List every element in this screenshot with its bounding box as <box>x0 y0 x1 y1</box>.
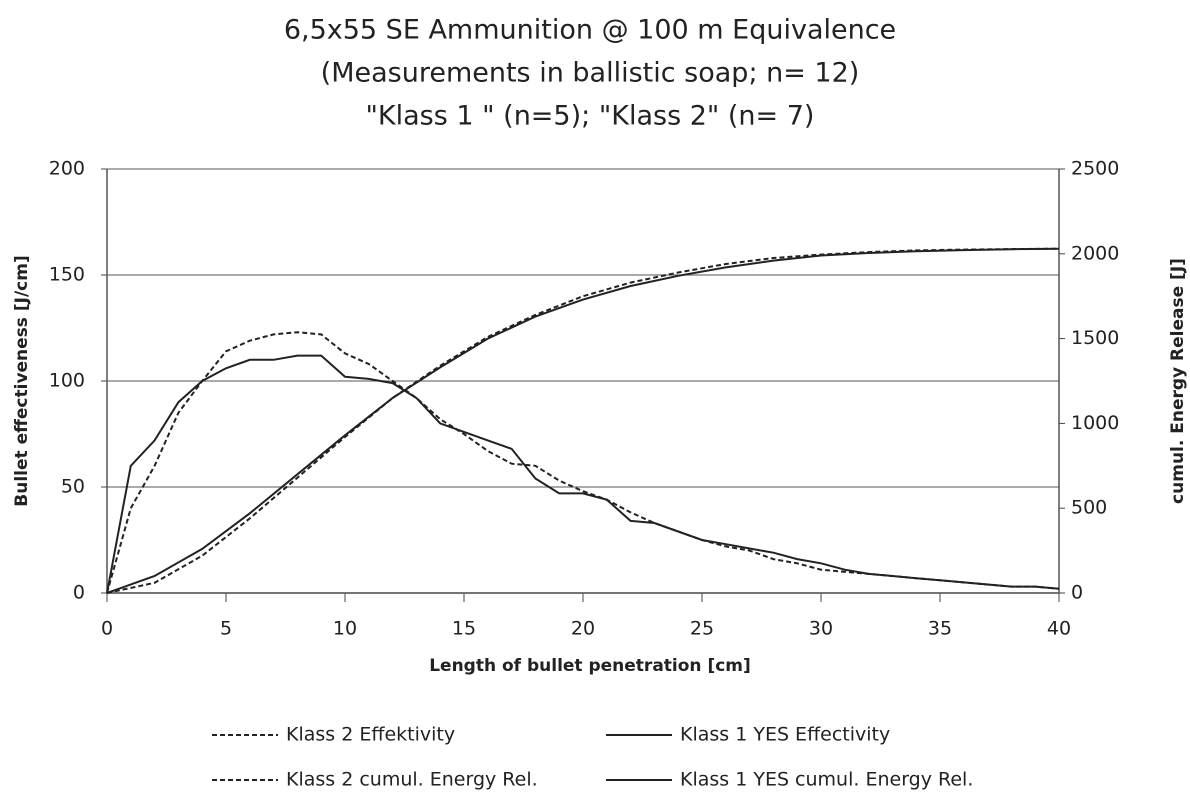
y2-tick-label: 1000 <box>1071 412 1119 434</box>
y2-tick-label: 2000 <box>1071 242 1119 264</box>
y-tick-label: 50 <box>61 476 85 498</box>
x-tick-label: 40 <box>1047 618 1071 640</box>
x-tick-label: 20 <box>571 618 595 640</box>
legend-label: Klass 2 cumul. Energy Rel. <box>286 769 538 791</box>
x-axis-label: Length of bullet penetration [cm] <box>429 656 751 676</box>
x-tick-label: 10 <box>333 618 357 640</box>
series-line <box>106 247 1060 594</box>
chart-title: (Measurements in ballistic soap; n= 12) <box>321 58 860 89</box>
series-line <box>106 331 1060 594</box>
y2-tick-label: 1500 <box>1071 327 1119 349</box>
x-tick-label: 35 <box>928 618 952 640</box>
chart-title: 6,5x55 SE Ammunition @ 100 m Equivalence <box>284 15 896 46</box>
y-axis-label: Bullet effectiveness [J/cm] <box>12 255 32 506</box>
y2-tick-label: 0 <box>1071 582 1083 604</box>
series-line <box>106 354 1060 594</box>
x-tick-label: 0 <box>101 618 113 640</box>
chart-title: "Klass 1 " (n=5); "Klass 2" (n= 7) <box>366 101 815 132</box>
legend-label: Klass 2 Effektivity <box>286 724 455 746</box>
x-tick-label: 15 <box>452 618 476 640</box>
y-tick-label: 150 <box>49 264 85 286</box>
x-tick-label: 30 <box>809 618 833 640</box>
legend-label: Klass 1 YES cumul. Energy Rel. <box>680 769 973 791</box>
y-tick-label: 100 <box>49 370 85 392</box>
y-tick-label: 0 <box>73 582 85 604</box>
x-tick-label: 5 <box>220 618 232 640</box>
y-tick-label: 200 <box>49 158 85 180</box>
legend-label: Klass 1 YES Effectivity <box>680 724 890 746</box>
x-tick-label: 25 <box>690 618 714 640</box>
y2-tick-label: 500 <box>1071 497 1107 519</box>
y2-tick-label: 2500 <box>1071 158 1119 180</box>
y2-axis-label: cumul. Energy Release [J] <box>1168 258 1188 504</box>
